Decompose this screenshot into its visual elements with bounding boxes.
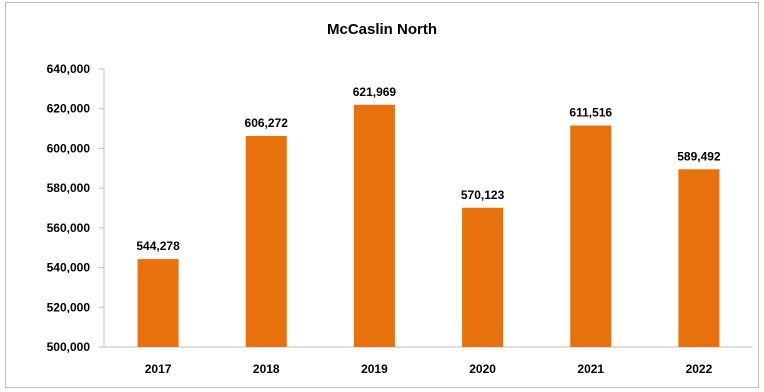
axes	[103, 69, 753, 348]
data-label-2022: 589,492	[677, 149, 721, 163]
x-tick-label-2018: 2018	[253, 362, 280, 376]
y-tick-label: 600,000	[47, 141, 91, 155]
y-tick-label: 620,000	[47, 102, 91, 116]
x-tick-label-2017: 2017	[145, 362, 172, 376]
y-tick-label: 540,000	[47, 261, 91, 275]
x-tick-label-2021: 2021	[577, 362, 604, 376]
bar-2020	[462, 207, 504, 347]
data-label-2021: 611,516	[569, 106, 612, 120]
bar-2022	[678, 169, 720, 347]
y-tick-label: 520,000	[47, 300, 91, 314]
bar-2018	[245, 135, 287, 347]
y-tick-label: 580,000	[47, 181, 91, 195]
bar-2019	[353, 104, 395, 347]
x-tick-label-2019: 2019	[361, 362, 388, 376]
y-tick-label: 560,000	[47, 221, 91, 235]
y-tick-label: 640,000	[47, 62, 91, 76]
y-tick-label: 500,000	[47, 340, 91, 354]
bar-chart: 500,000 520,000 540,000 560,000 580,000 600,0…	[47, 62, 753, 376]
data-label-2019: 621,969	[353, 85, 397, 99]
chart-title: McCaslin North	[326, 21, 437, 38]
x-tick-label-2020: 2020	[469, 362, 496, 376]
x-tick-label-2022: 2022	[686, 362, 713, 376]
x-axis-ticks: 2017 2018 2019 2020 2021 2022	[145, 362, 713, 376]
bar-2017	[137, 259, 179, 347]
data-labels: 544,278 606,272 621,969 570,123 611,516 589,4…	[136, 85, 721, 253]
data-label-2017: 544,278	[136, 239, 180, 253]
bars	[137, 104, 720, 347]
data-label-2018: 606,272	[245, 116, 289, 130]
y-axis-ticks: 500,000 520,000 540,000 560,000 580,000 600,0…	[47, 62, 104, 354]
bar-2021	[570, 125, 612, 347]
data-label-2020: 570,123	[461, 188, 505, 202]
chart-frame: McCaslin North 500,000 520,000 540,000 560,…	[5, 2, 759, 388]
